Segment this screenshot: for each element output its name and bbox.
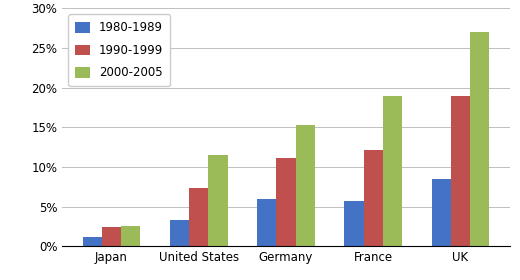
Bar bbox=[170, 220, 189, 246]
Bar bbox=[432, 179, 451, 246]
Bar bbox=[83, 237, 102, 246]
Bar bbox=[344, 201, 363, 246]
Bar bbox=[277, 158, 295, 246]
Bar bbox=[470, 32, 489, 246]
Legend: 1980-1989, 1990-1999, 2000-2005: 1980-1989, 1990-1999, 2000-2005 bbox=[68, 14, 171, 86]
Bar bbox=[121, 226, 140, 246]
Bar bbox=[383, 96, 402, 246]
Bar bbox=[102, 227, 121, 246]
Bar bbox=[451, 96, 470, 246]
Bar bbox=[189, 188, 209, 246]
Bar bbox=[209, 155, 228, 246]
Bar bbox=[363, 150, 383, 246]
Bar bbox=[257, 199, 277, 246]
Bar bbox=[295, 125, 315, 246]
